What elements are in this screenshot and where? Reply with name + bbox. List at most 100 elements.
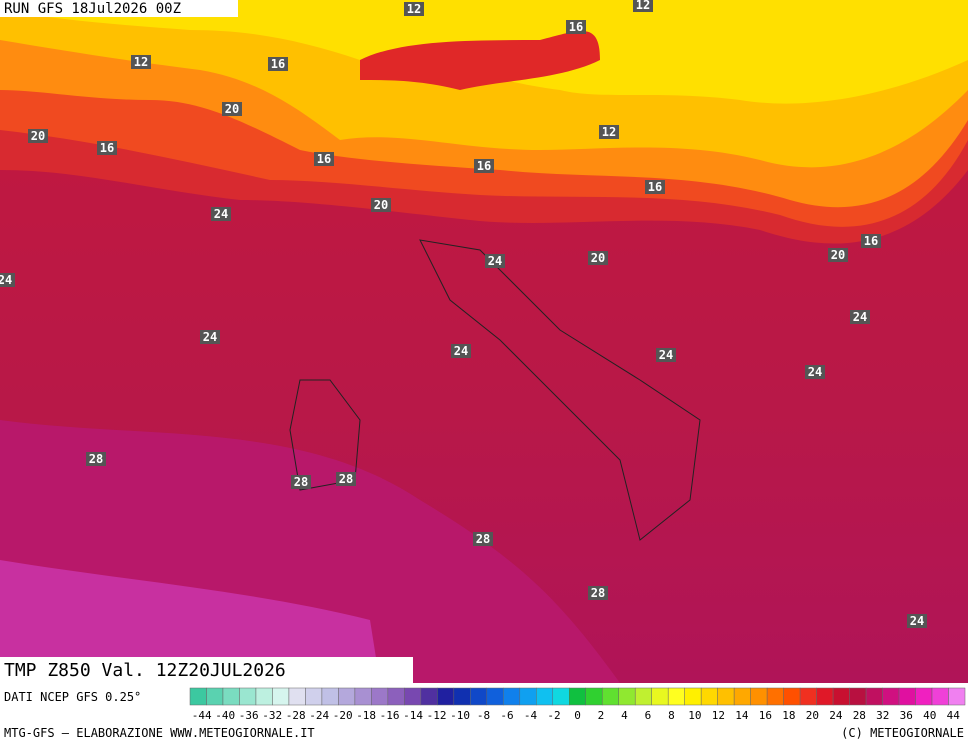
- run-label: RUN GFS 18Jul2026 00Z: [4, 1, 181, 17]
- colorbar-label: 10: [688, 709, 701, 722]
- colorbar-swatch: [750, 687, 768, 706]
- colorbar-label: 8: [668, 709, 675, 722]
- colorbar-label: -14: [403, 709, 423, 722]
- colorbar-label: -12: [427, 709, 447, 722]
- contour-label-box: [28, 129, 48, 143]
- contour-label-box: [291, 475, 311, 489]
- colorbar-label: -36: [239, 709, 259, 722]
- contour-label: 24: [454, 344, 468, 358]
- contour-label: 24: [203, 330, 217, 344]
- colorbar-swatch: [272, 687, 290, 706]
- contour-label: 12: [134, 55, 148, 69]
- colorbar-swatch: [552, 687, 570, 706]
- colorbar-swatch: [305, 687, 323, 706]
- colorbar-swatch: [783, 687, 801, 706]
- contour-label: 24: [488, 254, 502, 268]
- colorbar-label: 44: [947, 709, 961, 722]
- colorbar-label: 18: [782, 709, 795, 722]
- colorbar-swatch: [799, 687, 817, 706]
- contour-label: 20: [374, 198, 388, 212]
- contour-label-box: [485, 254, 505, 268]
- colorbar-label: 24: [829, 709, 843, 722]
- colorbar-label: -10: [450, 709, 470, 722]
- contour-label-box: [599, 125, 619, 139]
- colorbar-swatch: [255, 687, 273, 706]
- contour-label: 28: [89, 452, 103, 466]
- contour-label: 16: [271, 57, 285, 71]
- colorbar-swatch: [717, 687, 735, 706]
- colorbar-swatch: [354, 687, 372, 706]
- contour-label: 24: [214, 207, 228, 221]
- contour-label-box: [451, 344, 471, 358]
- contour-label-box: [336, 472, 356, 486]
- contour-label-box: [314, 152, 334, 166]
- colorbar-swatch: [321, 687, 339, 706]
- contour-label: 16: [100, 141, 114, 155]
- colorbar-label: -44: [192, 709, 212, 722]
- contour-label-box: [566, 20, 586, 34]
- contour-label: 16: [317, 152, 331, 166]
- colorbar-swatch: [651, 687, 669, 706]
- colorbar-swatch: [849, 687, 867, 706]
- contour-label: 12: [602, 125, 616, 139]
- colorbar-swatch: [733, 687, 751, 706]
- colorbar-swatch: [338, 687, 356, 706]
- contour-label: 28: [339, 472, 353, 486]
- colorbar-swatch: [420, 687, 438, 706]
- contour-label-box: [211, 207, 231, 221]
- colorbar-swatch: [503, 687, 521, 706]
- colorbar-label: -32: [262, 709, 282, 722]
- colorbar-swatch: [634, 687, 652, 706]
- colorbar-swatch: [569, 687, 586, 706]
- colorbar-label: -4: [524, 709, 538, 722]
- contour-label-box: [268, 57, 288, 71]
- source-label: DATI NCEP GFS 0.25°: [4, 690, 141, 704]
- colorbar-label: 6: [645, 709, 652, 722]
- contour-label-box: [200, 330, 220, 344]
- contour-label: 24: [910, 614, 924, 628]
- colorbar-swatch: [239, 687, 257, 706]
- contour-label-box: [633, 0, 653, 12]
- contour-label-box: [222, 102, 242, 116]
- colorbar-swatch: [288, 687, 306, 706]
- contour-label-box: [131, 55, 151, 69]
- contour-label: 16: [569, 20, 583, 34]
- contour-label: 20: [831, 248, 845, 262]
- contour-label-box: [473, 532, 493, 546]
- contour-label-box: [805, 365, 825, 379]
- contour-label-box: [371, 198, 391, 212]
- colorbar-swatch: [832, 687, 850, 706]
- colorbar-swatch: [585, 687, 603, 706]
- colorbar-swatch: [536, 687, 554, 706]
- colorbar-swatch: [931, 687, 949, 706]
- colorbar-swatch: [222, 687, 240, 706]
- colorbar-swatch: [898, 687, 916, 706]
- contour-label: 28: [476, 532, 490, 546]
- colorbar-swatch: [684, 687, 702, 706]
- colorbar-swatch: [404, 687, 422, 706]
- contour-label-box: [588, 586, 608, 600]
- colorbar-label: 40: [923, 709, 936, 722]
- colorbar-label: 32: [876, 709, 889, 722]
- colorbar-label: -40: [215, 709, 235, 722]
- colorbar-swatch: [882, 687, 900, 706]
- colorbar-label: -20: [333, 709, 353, 722]
- contour-label: 24: [808, 365, 822, 379]
- colorbar-label: 12: [712, 709, 725, 722]
- colorbar-swatch: [766, 687, 784, 706]
- contour-label-box: [404, 2, 424, 16]
- colorbar-label: 36: [900, 709, 913, 722]
- contour-label-box: [645, 180, 665, 194]
- contour-label: 16: [477, 159, 491, 173]
- contour-label: 16: [648, 180, 662, 194]
- colorbar-label: 28: [853, 709, 866, 722]
- colorbar-label: -6: [500, 709, 513, 722]
- colorbar-swatch: [437, 687, 455, 706]
- colorbar-swatch: [915, 687, 933, 706]
- field: [360, 31, 600, 90]
- contour-label-box: [474, 159, 494, 173]
- colorbar-label: 14: [735, 709, 749, 722]
- colorbar-label: -28: [286, 709, 306, 722]
- colorbar-swatch: [700, 687, 718, 706]
- colorbar-swatch: [206, 687, 224, 706]
